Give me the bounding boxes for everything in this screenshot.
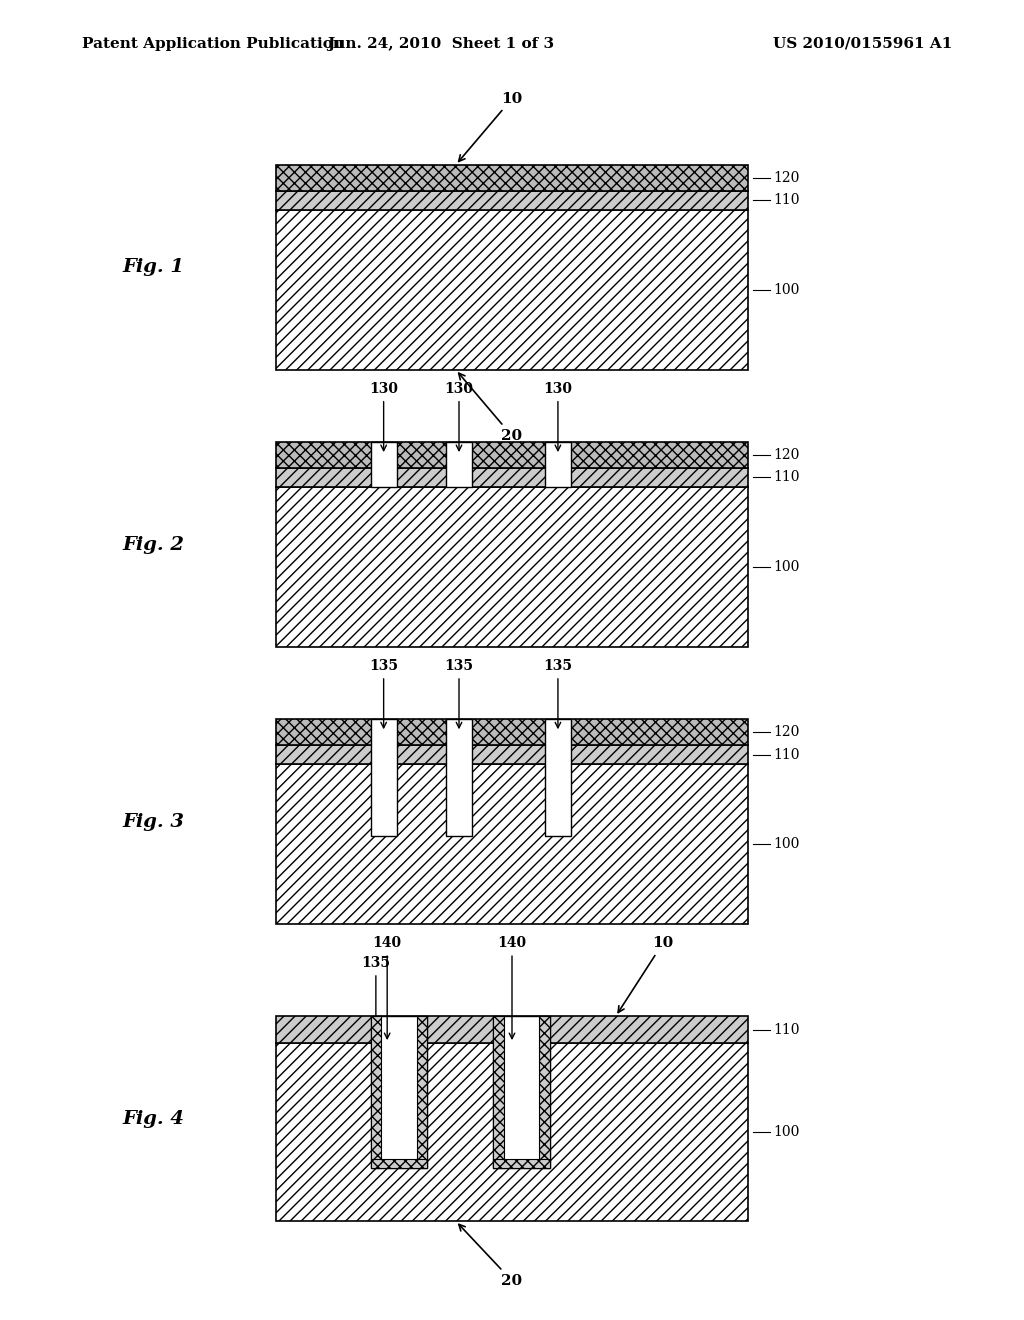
Text: 100: 100	[773, 282, 800, 297]
Text: 140: 140	[498, 936, 526, 1039]
Text: 110: 110	[773, 470, 800, 484]
Text: Fig. 2: Fig. 2	[123, 536, 185, 553]
Text: 100: 100	[773, 837, 800, 851]
Text: 130: 130	[369, 381, 398, 450]
Bar	[276, 190, 748, 210]
Bar	[494, 1159, 550, 1168]
Bar	[276, 719, 748, 744]
Text: Fig. 1: Fig. 1	[123, 259, 185, 276]
Bar	[446, 719, 472, 837]
Text: 120: 120	[773, 725, 800, 739]
Text: 100: 100	[773, 1125, 800, 1139]
Bar	[540, 1016, 550, 1168]
Text: 10: 10	[459, 91, 522, 161]
Text: 135: 135	[361, 956, 390, 1026]
Text: 130: 130	[544, 381, 572, 450]
Text: Fig. 4: Fig. 4	[123, 1110, 185, 1127]
Bar	[276, 210, 748, 370]
Text: 135: 135	[369, 659, 398, 727]
Text: 135: 135	[544, 659, 572, 727]
Bar	[276, 165, 748, 190]
Bar	[276, 1016, 748, 1043]
Text: 130: 130	[444, 381, 473, 450]
Bar	[494, 1016, 550, 1168]
Bar	[494, 1016, 504, 1168]
Text: 110: 110	[773, 1023, 800, 1036]
Text: US 2010/0155961 A1: US 2010/0155961 A1	[773, 37, 952, 50]
Bar	[276, 744, 748, 764]
Text: 100: 100	[773, 560, 800, 574]
Text: Fig. 3: Fig. 3	[123, 813, 185, 830]
Bar	[276, 764, 748, 924]
Bar	[276, 487, 748, 647]
Text: Patent Application Publication: Patent Application Publication	[82, 37, 344, 50]
Bar	[371, 1016, 427, 1168]
Text: 110: 110	[773, 193, 800, 207]
Bar	[371, 1016, 381, 1168]
Bar	[276, 467, 748, 487]
Bar	[371, 442, 396, 487]
Bar	[371, 1159, 427, 1168]
Text: 10: 10	[618, 936, 674, 1012]
Text: 135: 135	[444, 659, 473, 727]
Text: 120: 120	[773, 447, 800, 462]
Text: 110: 110	[773, 747, 800, 762]
Text: 120: 120	[773, 170, 800, 185]
Text: Jun. 24, 2010  Sheet 1 of 3: Jun. 24, 2010 Sheet 1 of 3	[327, 37, 554, 50]
Bar	[276, 442, 748, 467]
Text: 20: 20	[459, 374, 522, 444]
Bar	[545, 442, 571, 487]
Text: 140: 140	[373, 936, 401, 1039]
Bar	[545, 719, 571, 837]
Bar	[417, 1016, 427, 1168]
Bar	[446, 442, 472, 487]
Bar	[276, 1043, 748, 1221]
Bar	[371, 719, 396, 837]
Text: 20: 20	[459, 1225, 522, 1288]
